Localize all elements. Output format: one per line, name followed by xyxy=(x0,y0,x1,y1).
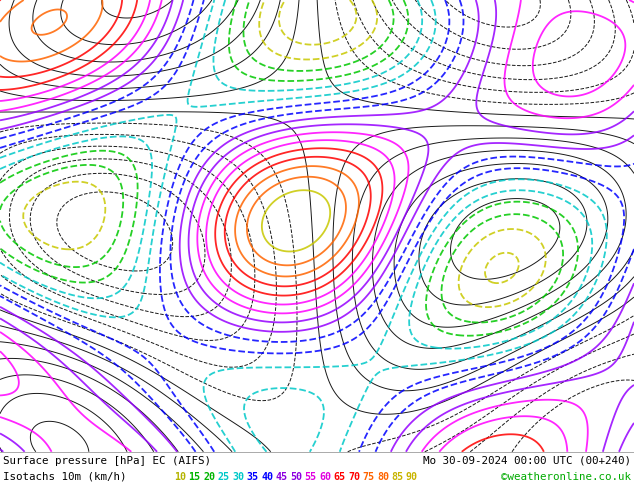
Text: 90: 90 xyxy=(406,472,418,482)
Text: 85: 85 xyxy=(392,472,403,482)
Text: Surface pressure [hPa] EC (AIFS): Surface pressure [hPa] EC (AIFS) xyxy=(3,456,211,466)
Text: 40: 40 xyxy=(261,472,273,482)
Text: 55: 55 xyxy=(304,472,316,482)
Text: ©weatheronline.co.uk: ©weatheronline.co.uk xyxy=(501,472,631,482)
Text: 50: 50 xyxy=(290,472,302,482)
Text: 65: 65 xyxy=(333,472,346,482)
Text: 45: 45 xyxy=(276,472,287,482)
Text: 80: 80 xyxy=(377,472,389,482)
Text: 70: 70 xyxy=(348,472,360,482)
Text: 30: 30 xyxy=(232,472,244,482)
Text: 25: 25 xyxy=(217,472,230,482)
Text: 75: 75 xyxy=(363,472,375,482)
Text: 15: 15 xyxy=(188,472,200,482)
Text: Isotachs 10m (km/h): Isotachs 10m (km/h) xyxy=(3,472,127,482)
Text: 20: 20 xyxy=(203,472,215,482)
Text: 35: 35 xyxy=(247,472,259,482)
Text: Mo 30-09-2024 00:00 UTC (00+240): Mo 30-09-2024 00:00 UTC (00+240) xyxy=(423,456,631,466)
Text: 60: 60 xyxy=(319,472,331,482)
Text: 10: 10 xyxy=(174,472,186,482)
